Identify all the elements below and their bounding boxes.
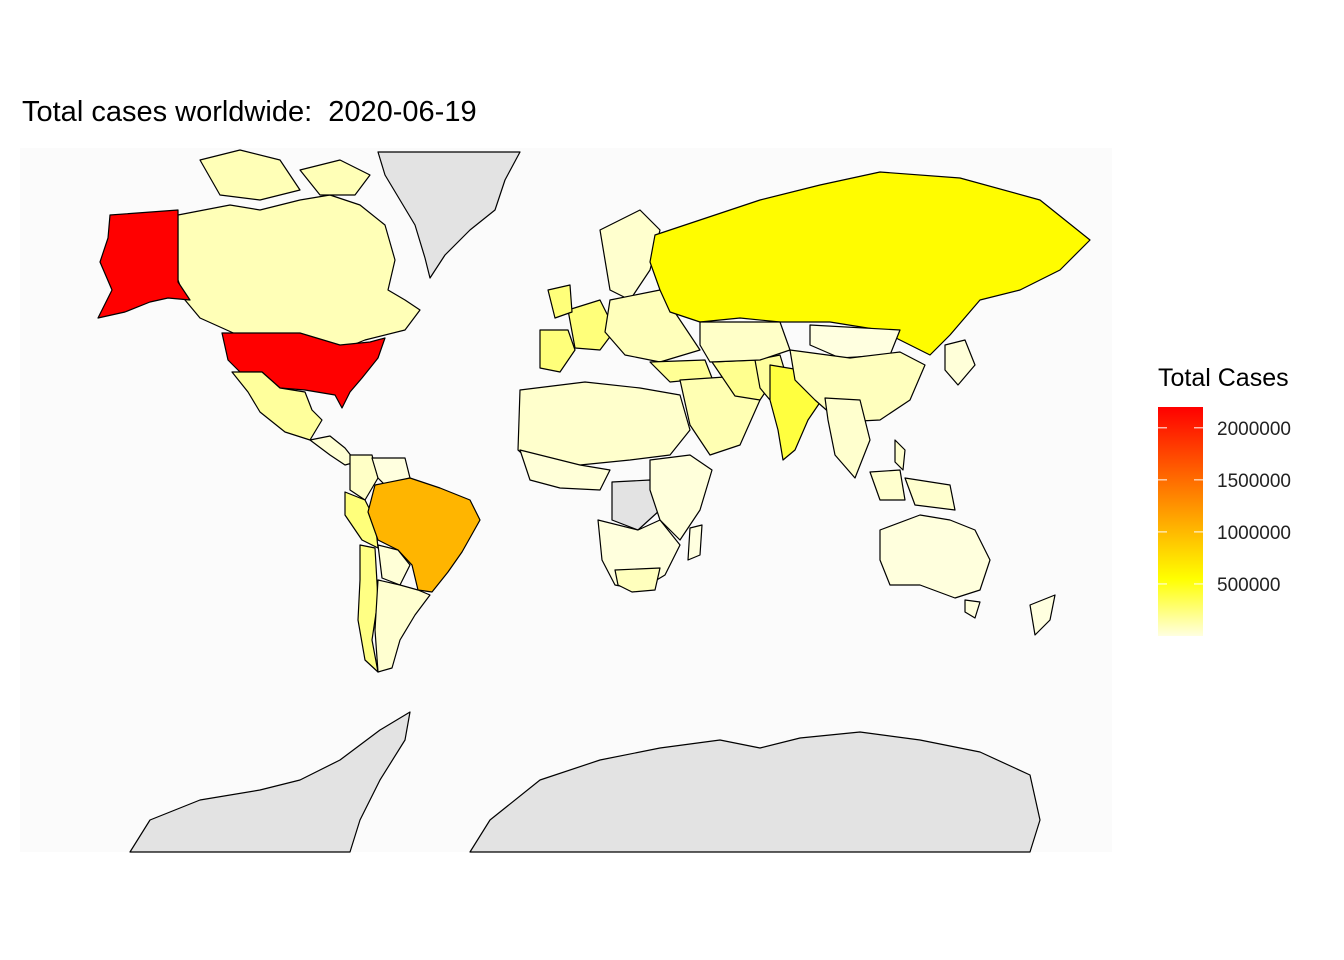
region-brazil	[367, 477, 481, 593]
region-east-africa	[649, 454, 713, 541]
region-new-zealand	[1029, 594, 1056, 636]
legend-tick-label: 1500000	[1217, 471, 1291, 492]
region-scandinavia	[599, 209, 661, 301]
region-southeast-asia	[824, 397, 871, 479]
region-canada	[299, 159, 371, 196]
region-canada	[199, 149, 301, 201]
legend-colorbar	[1158, 407, 1203, 636]
region-australia	[879, 514, 991, 599]
chart-title: Total cases worldwide: 2020-06-19	[22, 96, 477, 128]
region-antarctica	[469, 731, 1041, 853]
region-western-europe	[567, 299, 616, 351]
legend-tick-label: 500000	[1217, 575, 1280, 596]
region-western-europe	[539, 329, 576, 373]
region-south-africa	[614, 567, 661, 593]
region-russia	[649, 171, 1091, 356]
region-colombia	[349, 454, 379, 501]
region-southeast-asia	[869, 469, 906, 501]
region-dr-congo	[611, 479, 661, 531]
region-alaska	[97, 209, 191, 319]
legend-title: Total Cases	[1158, 364, 1289, 392]
legend-tick-label: 2000000	[1217, 419, 1291, 440]
region-west-africa	[519, 449, 611, 491]
region-western-europe	[547, 284, 573, 319]
region-southeast-asia	[894, 439, 906, 471]
region-argentina	[374, 579, 431, 673]
region-japan	[944, 339, 976, 386]
region-china	[789, 349, 926, 423]
region-mexico	[231, 371, 323, 441]
region-greenland	[377, 151, 521, 279]
region-southeast-asia	[904, 477, 956, 511]
region-australia	[964, 599, 981, 619]
region-antarctica	[129, 711, 411, 853]
region-madagascar	[687, 524, 703, 561]
region-canada	[177, 194, 421, 351]
region-bolivia	[377, 544, 411, 586]
legend-tick-label: 1000000	[1217, 523, 1291, 544]
region-central-asia	[699, 321, 791, 363]
